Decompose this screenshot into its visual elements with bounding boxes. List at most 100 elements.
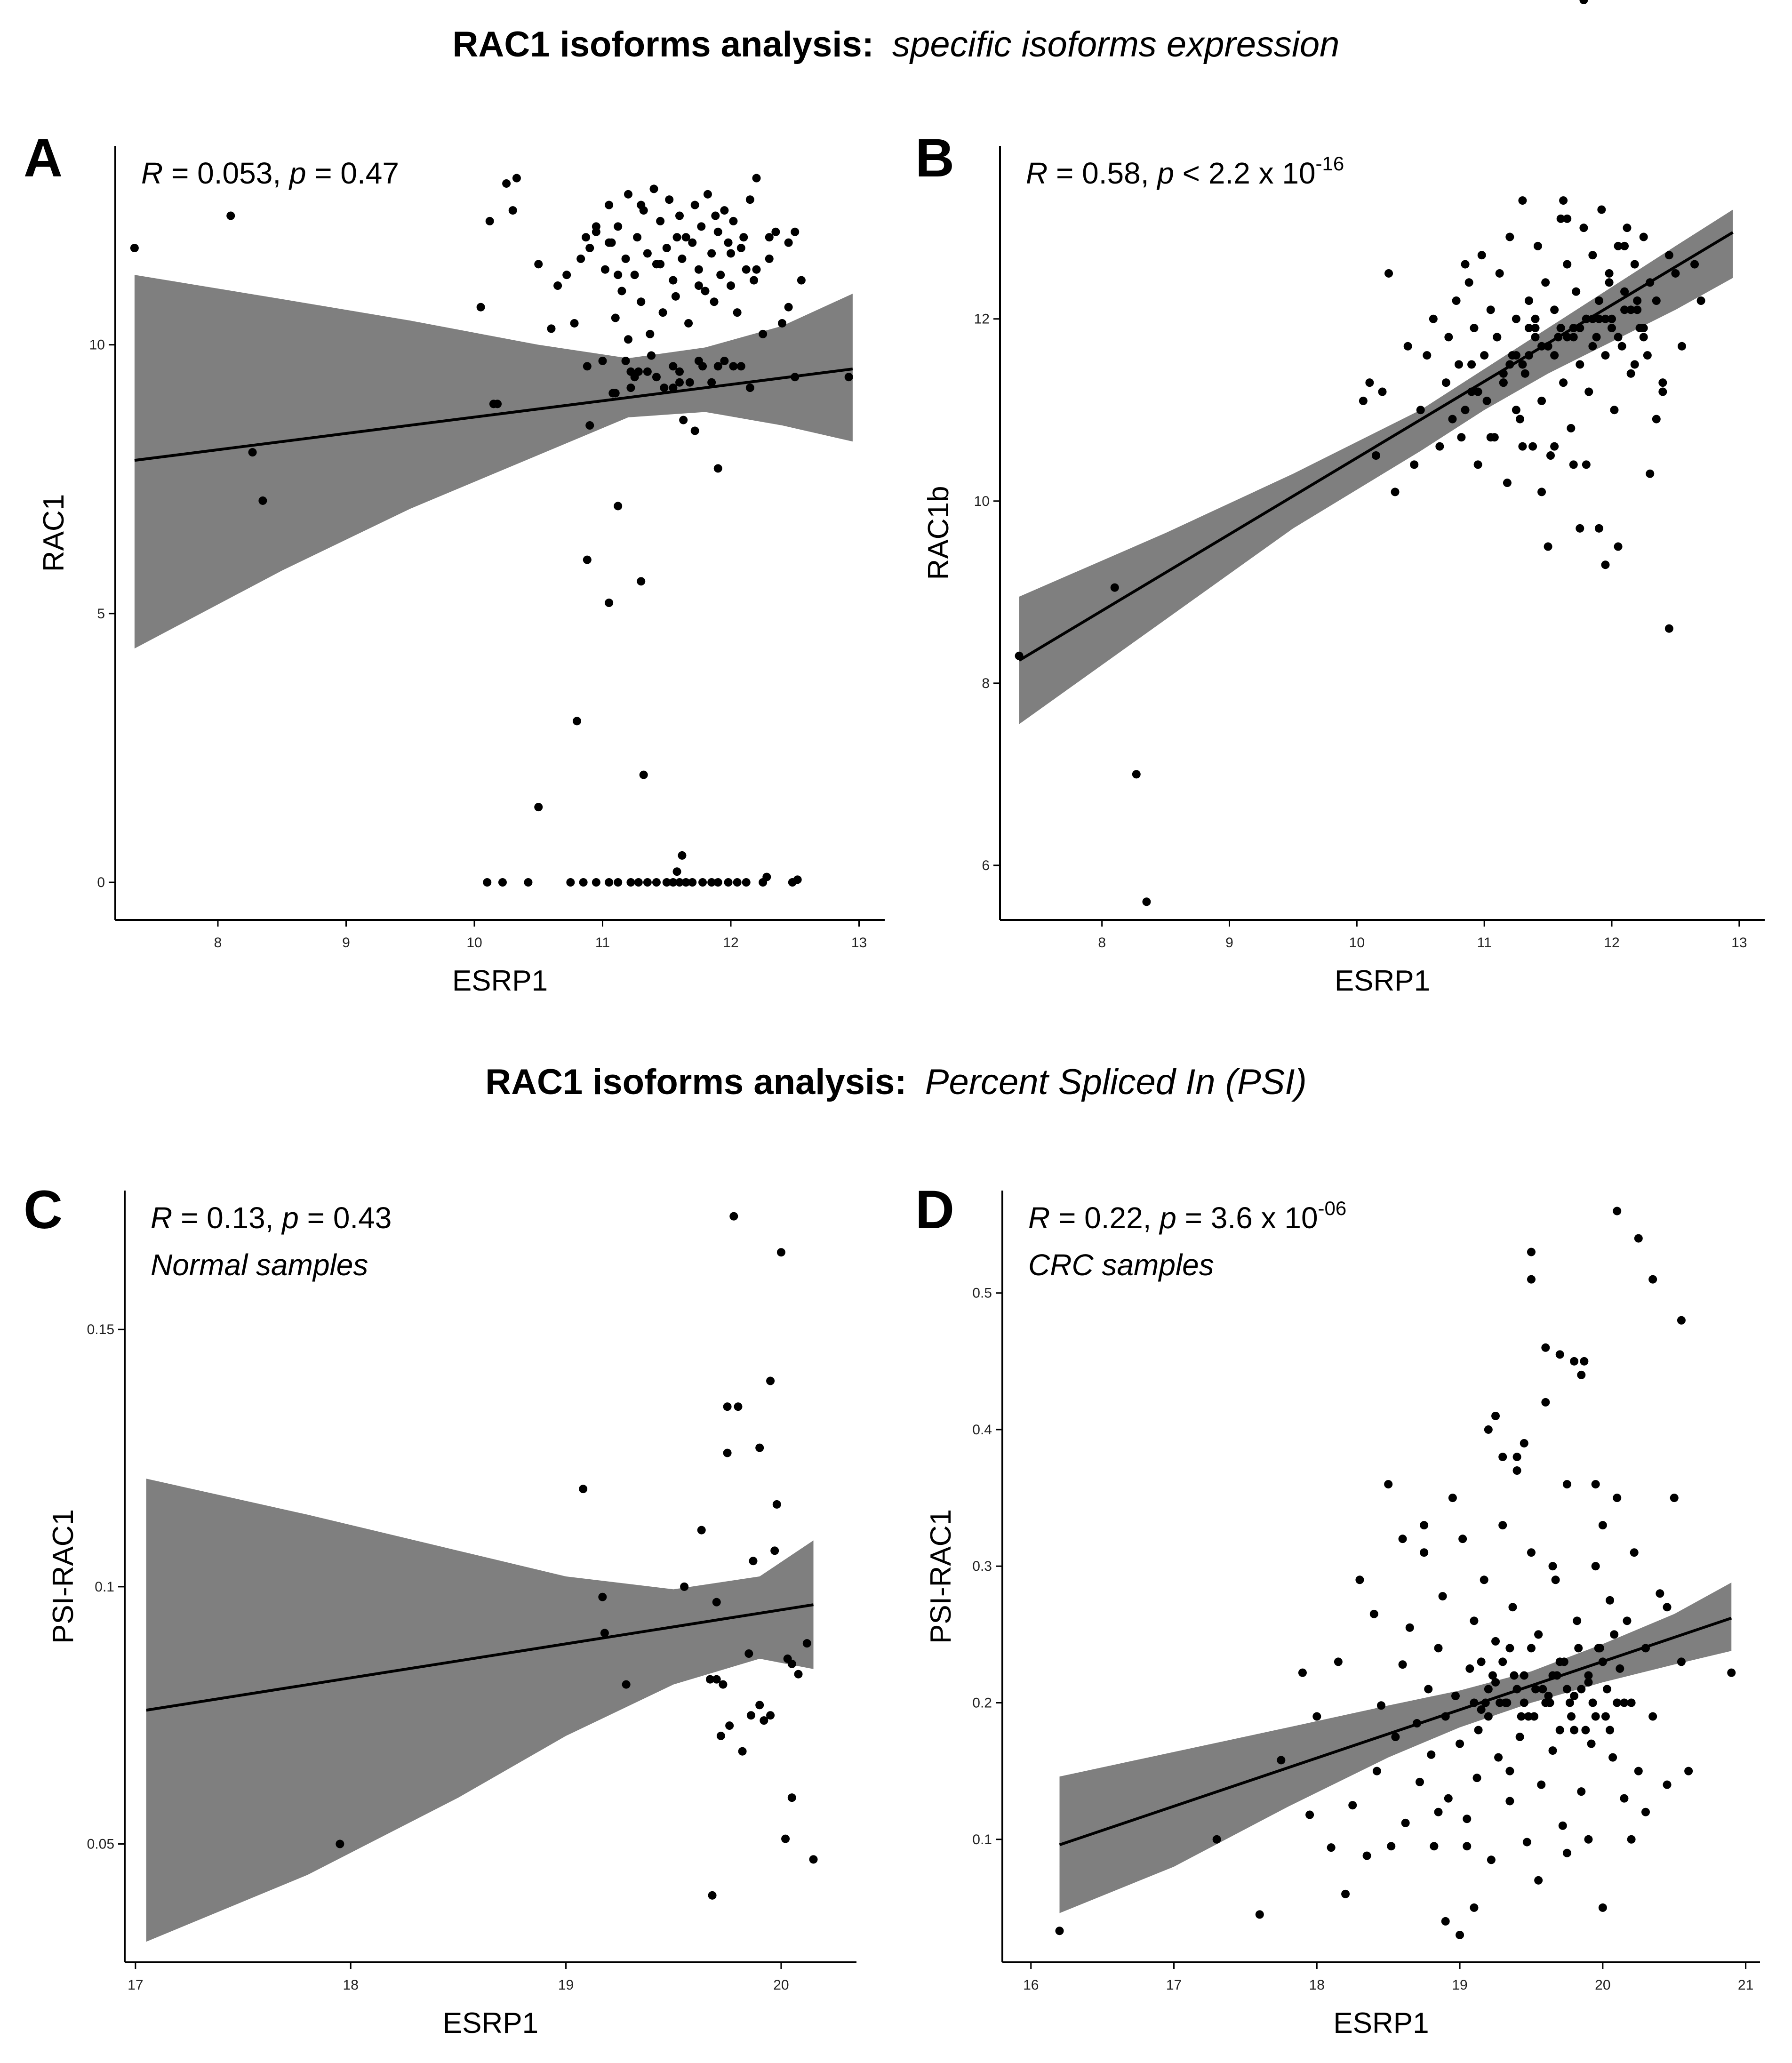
x-tick-label: 17	[1166, 1977, 1182, 1993]
data-point	[1614, 542, 1623, 551]
data-point	[1579, 224, 1588, 232]
data-point	[690, 200, 699, 209]
data-point	[678, 851, 687, 860]
data-point	[1684, 1767, 1693, 1775]
data-point	[736, 362, 745, 371]
data-point	[1132, 770, 1141, 779]
data-point	[1663, 1603, 1672, 1612]
data-point	[1594, 314, 1603, 323]
data-point	[637, 200, 646, 209]
data-point	[1474, 1726, 1483, 1735]
x-tick-label: 20	[1595, 1977, 1610, 1993]
data-point	[583, 362, 592, 371]
data-point	[534, 260, 543, 269]
data-point	[710, 297, 719, 306]
x-tick-label: 18	[1309, 1977, 1325, 1993]
data-point	[1401, 1818, 1410, 1827]
data-point	[1641, 1807, 1650, 1816]
data-point	[626, 367, 635, 376]
data-point	[697, 1526, 706, 1535]
x-tick-label: 13	[1731, 935, 1747, 951]
data-point	[1403, 342, 1412, 351]
data-point	[1588, 1698, 1597, 1707]
y-tick-label: 5	[97, 606, 105, 622]
data-point	[1372, 1767, 1381, 1775]
correlation-annotation: R = 0.13, p = 0.43	[151, 1201, 392, 1235]
data-point	[723, 1448, 732, 1457]
data-point	[524, 878, 533, 887]
data-point	[698, 878, 707, 887]
data-point	[1488, 1671, 1497, 1680]
data-point	[1424, 1685, 1433, 1694]
data-point	[1639, 333, 1648, 342]
data-point	[1601, 314, 1610, 323]
data-point	[793, 875, 802, 884]
data-point	[1522, 1838, 1531, 1847]
data-point	[1498, 1657, 1507, 1666]
data-point	[1630, 1548, 1639, 1557]
data-point	[489, 400, 498, 408]
data-point	[713, 878, 722, 887]
confidence-band	[1019, 209, 1733, 724]
data-point	[1598, 1903, 1607, 1912]
data-point	[624, 190, 632, 199]
data-point	[637, 297, 646, 306]
data-point	[766, 1376, 775, 1385]
data-point	[729, 1212, 738, 1221]
y-tick-label: 0.5	[972, 1286, 992, 1301]
data-point	[1470, 1903, 1479, 1912]
x-axis-title: ESRP1	[452, 965, 548, 997]
data-point	[1369, 1609, 1378, 1618]
data-point	[729, 362, 738, 371]
data-point	[1448, 1494, 1457, 1503]
data-point	[656, 260, 665, 269]
data-point	[1537, 1780, 1546, 1789]
data-point	[802, 1639, 811, 1648]
data-point	[1605, 278, 1614, 287]
y-tick-label: 0.15	[87, 1322, 114, 1337]
data-point	[671, 292, 680, 301]
data-point	[1520, 369, 1529, 378]
data-point	[1427, 1750, 1436, 1759]
data-point	[713, 227, 722, 236]
data-point	[626, 384, 635, 392]
data-point	[130, 244, 139, 253]
data-point	[694, 265, 703, 274]
data-point	[759, 329, 768, 338]
y-tick-label: 0.1	[972, 1832, 992, 1847]
data-point	[1055, 1927, 1064, 1935]
data-point	[1508, 1603, 1517, 1612]
annotation-part: R	[151, 1201, 172, 1235]
data-point	[637, 577, 646, 586]
data-point	[760, 1716, 768, 1725]
data-point	[248, 448, 257, 457]
data-point	[1550, 442, 1559, 451]
data-point	[678, 254, 687, 263]
data-point	[1327, 1843, 1336, 1852]
data-point	[675, 378, 684, 387]
data-point	[672, 233, 681, 242]
data-point	[771, 227, 780, 236]
data-point	[1451, 1691, 1460, 1700]
data-point	[1658, 387, 1667, 396]
data-point	[712, 1675, 721, 1684]
data-point	[652, 878, 661, 887]
data-point	[1305, 1810, 1314, 1819]
data-point	[1606, 1596, 1615, 1605]
y-tick-label: 0	[97, 875, 105, 890]
data-point	[1569, 333, 1578, 342]
data-point	[1610, 406, 1619, 415]
data-point	[1524, 296, 1533, 305]
data-point	[1550, 305, 1559, 314]
data-point	[1472, 1774, 1481, 1783]
section-title-expression-bold: RAC1 isoforms analysis:	[453, 24, 874, 64]
data-point	[1531, 314, 1540, 323]
data-point	[1550, 351, 1559, 360]
y-tick-label: 8	[982, 676, 990, 691]
data-point	[1560, 1657, 1568, 1666]
panel-label: B	[915, 128, 954, 188]
data-point	[1434, 1644, 1443, 1653]
data-point	[675, 211, 684, 220]
annotation-part: R	[1028, 1201, 1050, 1235]
data-point	[711, 211, 720, 220]
